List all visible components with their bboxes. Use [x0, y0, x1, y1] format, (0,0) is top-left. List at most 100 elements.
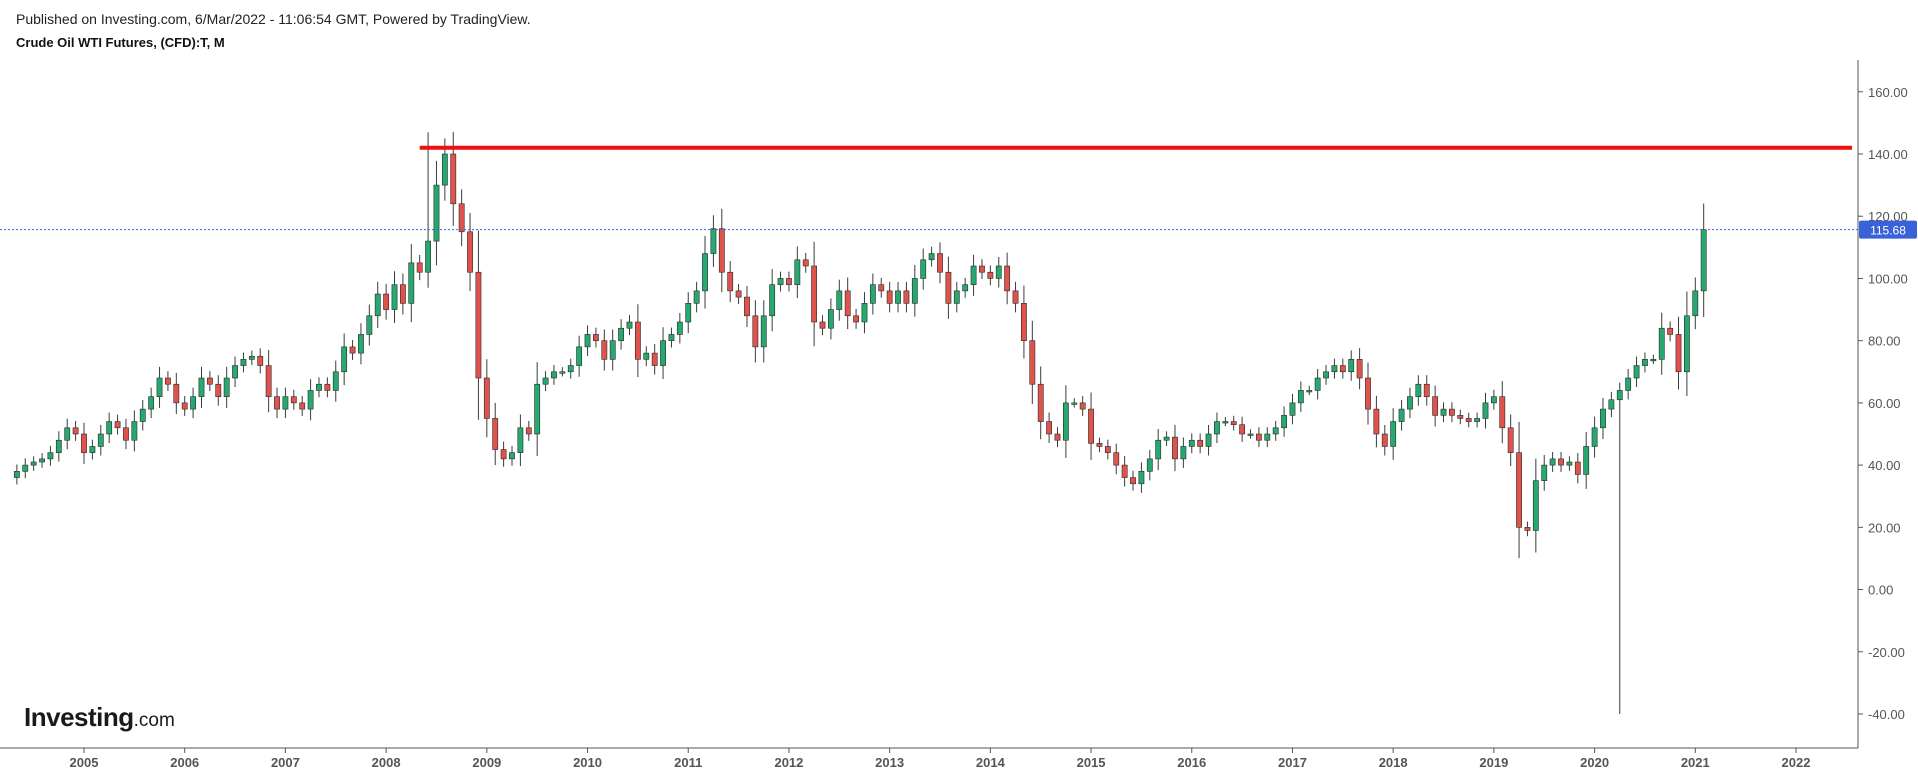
candle-up — [341, 346, 348, 373]
candle-up — [1591, 427, 1598, 447]
candle-up — [542, 377, 549, 385]
candle-down — [274, 396, 280, 410]
x-tick-label: 2008 — [372, 755, 401, 770]
candle-up — [609, 340, 616, 360]
candle-up — [307, 390, 314, 410]
candle-up — [1541, 464, 1548, 481]
candle-up — [1625, 377, 1632, 391]
candle-down — [324, 383, 331, 391]
y-tick-label: 140.00 — [1868, 147, 1908, 162]
candle-down — [1356, 359, 1363, 379]
candle-down — [1449, 408, 1455, 416]
candle-up — [232, 365, 238, 379]
candle-up — [970, 265, 977, 285]
candle-down — [945, 271, 952, 304]
candle-up — [702, 253, 708, 292]
candle-down — [1524, 527, 1531, 531]
candle-up — [1247, 433, 1254, 436]
x-tick-label: 2006 — [170, 755, 199, 770]
chart-title: Crude Oil WTI Futures, (CFD):T, M — [16, 35, 225, 50]
candle-down — [1339, 365, 1346, 373]
investing-logo: Investing.com — [24, 702, 175, 733]
y-tick-label: -40.00 — [1868, 707, 1905, 722]
candle-down — [475, 271, 482, 379]
candle-up — [618, 327, 624, 341]
candle-down — [1021, 303, 1027, 341]
candle-up — [777, 278, 784, 285]
x-tick-label: 2017 — [1278, 755, 1307, 770]
x-tick-label: 2007 — [271, 755, 300, 770]
candle-up — [316, 383, 322, 391]
candle-down — [819, 321, 826, 329]
candle-up — [1549, 458, 1556, 466]
candle-up — [441, 153, 448, 186]
candle-up — [1440, 408, 1447, 416]
candle-up — [1214, 421, 1220, 435]
candle-up — [1692, 290, 1699, 317]
candle-down — [416, 262, 423, 273]
candle-down — [1054, 433, 1061, 441]
y-tick-label: 160.00 — [1868, 85, 1908, 100]
candle-up — [559, 371, 566, 374]
candle-up — [425, 240, 431, 273]
candle-down — [290, 396, 297, 404]
candle-up — [248, 355, 255, 360]
candle-up — [551, 371, 557, 379]
candle-up — [1532, 480, 1539, 531]
candle-up — [223, 377, 230, 397]
candle-up — [517, 427, 524, 453]
candle-down — [937, 253, 943, 273]
candle-down — [844, 290, 851, 317]
candle-up — [366, 315, 373, 335]
candle-up — [30, 461, 37, 466]
candle-down — [450, 153, 457, 205]
candle-down — [1079, 402, 1086, 410]
candle-down — [1096, 443, 1103, 447]
candle-down — [1574, 461, 1581, 475]
candle-up — [576, 346, 583, 366]
last-price-label: 115.68 — [1870, 224, 1906, 238]
candle-down — [853, 315, 859, 323]
candle-up — [861, 303, 868, 323]
candle-down — [1558, 458, 1564, 466]
candle-up — [55, 439, 62, 453]
candle-down — [400, 284, 406, 304]
candle-up — [1163, 436, 1170, 441]
candle-down — [1046, 421, 1052, 435]
y-tick-label: 0.00 — [1868, 583, 1893, 598]
x-tick-label: 2019 — [1479, 755, 1508, 770]
candle-down — [206, 377, 213, 385]
candle-up — [190, 396, 196, 410]
candle-up — [374, 293, 381, 317]
candle-up — [1642, 359, 1648, 366]
candle-up — [584, 334, 591, 348]
candle-down — [634, 321, 641, 360]
candle-down — [1423, 383, 1430, 397]
x-tick-label: 2012 — [774, 755, 803, 770]
candle-down — [1197, 439, 1204, 447]
candle-up — [39, 458, 45, 463]
candle-up — [995, 265, 1002, 279]
candle-up — [198, 377, 205, 397]
logo-suffix: .com — [133, 710, 175, 731]
candle-down — [979, 265, 985, 273]
candle-down — [1121, 464, 1128, 478]
candle-up — [13, 471, 20, 478]
candle-up — [668, 334, 675, 341]
candle-up — [1222, 421, 1229, 424]
x-tick-label: 2020 — [1580, 755, 1609, 770]
candle-up — [1407, 396, 1413, 410]
candle-up — [1180, 446, 1187, 460]
candle-down — [1457, 415, 1464, 419]
candle-down — [1365, 377, 1371, 410]
candle-down — [114, 421, 121, 429]
candle-down — [1037, 383, 1044, 422]
candle-down — [727, 271, 734, 292]
candle-up — [1482, 402, 1489, 419]
candle-down — [1499, 396, 1506, 429]
candle-up — [1608, 399, 1615, 410]
candle-up — [1272, 427, 1279, 435]
candle-down — [81, 433, 87, 453]
x-tick-label: 2018 — [1379, 755, 1408, 770]
